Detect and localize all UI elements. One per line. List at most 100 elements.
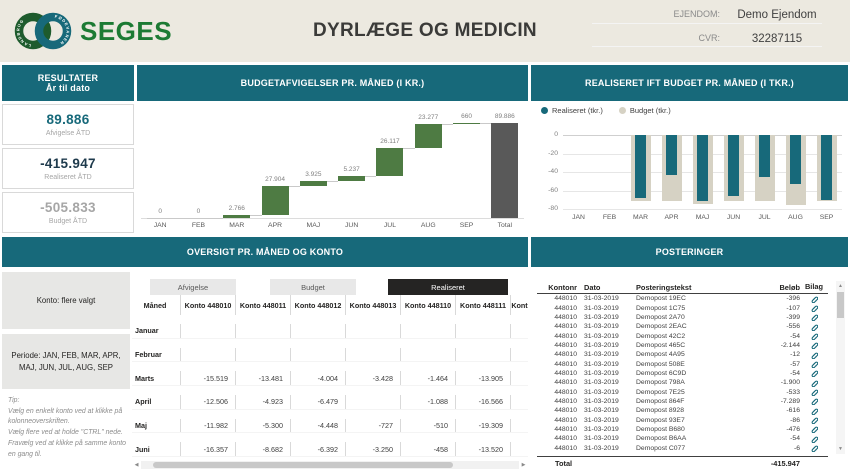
attachment-icon[interactable] xyxy=(800,416,828,425)
column-header[interactable]: Kont xyxy=(510,295,528,315)
bar-category-label: MAR xyxy=(632,214,649,221)
column-header[interactable]: Konto 448012 xyxy=(290,295,345,315)
waterfall-bar[interactable] xyxy=(453,123,481,124)
waterfall-bar[interactable] xyxy=(376,148,404,176)
konto-filter[interactable]: Konto: flere valgt xyxy=(2,272,130,329)
attachment-icon[interactable] xyxy=(800,341,828,350)
posting-kontonr: 448010 xyxy=(554,369,577,377)
column-header[interactable]: Dato xyxy=(584,282,601,292)
attachment-icon[interactable] xyxy=(800,435,828,444)
kpi-label-realiseret: Realiseret ÅTD xyxy=(44,174,92,181)
matrix-cell xyxy=(510,418,528,433)
attachment-icon[interactable] xyxy=(800,388,828,397)
posting-row: 448010 31-03-2019 Demopost C077 -6 xyxy=(537,444,828,453)
scrollbar-thumb[interactable] xyxy=(153,462,453,468)
attachment-icon[interactable] xyxy=(800,313,828,322)
attachment-icon[interactable] xyxy=(800,397,828,406)
table-row: April -12.506 -4.923 -6.479 -1.088 -16.566 xyxy=(132,395,528,410)
waterfall-category-label: SEP xyxy=(459,222,474,229)
waterfall-bar[interactable] xyxy=(338,175,366,182)
scroll-left-icon[interactable]: ◀ xyxy=(134,462,139,468)
tip-line-2: Vælg en enkelt konto ved at klikke på ko… xyxy=(8,407,123,426)
scrollbar-track[interactable] xyxy=(141,461,519,469)
logo-rings: LANDBRUG FØDEVARER xyxy=(14,12,72,50)
column-header[interactable]: Konto 448111 xyxy=(455,295,510,315)
tab-realiseret[interactable]: Realiseret xyxy=(388,279,508,295)
column-header[interactable]: Beløb xyxy=(779,282,800,292)
matrix-cell xyxy=(290,324,345,338)
waterfall-connector xyxy=(365,175,377,177)
matrix-cell: -4.923 xyxy=(235,395,290,409)
column-header[interactable]: Posteringstekst xyxy=(636,282,692,292)
attachment-icon[interactable] xyxy=(800,351,828,359)
waterfall-zero-bar xyxy=(184,218,212,219)
horizontal-scrollbar[interactable]: ◀ ▶ xyxy=(132,461,528,469)
posting-row: 448010 31-03-2019 Demopost 465C -2.144 xyxy=(537,341,828,350)
column-header[interactable]: Konto 448013 xyxy=(345,295,400,315)
column-header[interactable]: Konto 448011 xyxy=(235,295,290,315)
legend-item-realiseret[interactable]: Realiseret (tkr.) xyxy=(541,106,603,115)
realiseret-bar[interactable] xyxy=(821,135,832,200)
realiseret-bar[interactable] xyxy=(728,135,739,197)
posting-tekst: Demopost B680 xyxy=(636,425,685,433)
scroll-down-icon[interactable]: ▼ xyxy=(838,446,843,452)
attachment-icon[interactable] xyxy=(800,444,828,453)
waterfall-category-label: MAJ xyxy=(306,222,321,229)
attachment-icon[interactable] xyxy=(800,332,828,341)
realiseret-bar[interactable] xyxy=(790,135,801,185)
realiseret-bar[interactable] xyxy=(759,135,770,177)
kpi-value-budget: -505.833 xyxy=(40,200,96,215)
chart-legend: Realiseret (tkr.) Budget (tkr.) xyxy=(541,106,671,115)
waterfall-bar[interactable] xyxy=(261,185,289,216)
waterfall-bar[interactable] xyxy=(223,215,251,218)
tab-budget[interactable]: Budget xyxy=(270,279,356,295)
posting-dato: 31-03-2019 xyxy=(584,369,619,377)
vscrollbar-thumb[interactable] xyxy=(837,292,844,318)
realiseret-bar[interactable] xyxy=(666,135,677,175)
bar-category-label: MAJ xyxy=(695,214,710,221)
scroll-right-icon[interactable]: ▶ xyxy=(521,462,526,468)
waterfall-category-label: APR xyxy=(268,222,283,229)
attachment-icon[interactable] xyxy=(800,323,828,331)
posting-tekst: Demopost 42C2 xyxy=(636,332,686,340)
legend-item-budget[interactable]: Budget (tkr.) xyxy=(618,106,671,115)
column-header[interactable]: Kontonr xyxy=(548,282,577,292)
posting-tekst: Demopost B6AA xyxy=(636,435,687,443)
posting-belob: -616 xyxy=(786,407,800,415)
waterfall-data-label: 0 xyxy=(158,208,162,215)
realiseret-bar[interactable] xyxy=(635,135,646,198)
attachment-icon[interactable] xyxy=(800,369,828,378)
row-header: Januar xyxy=(135,326,159,336)
matrix-cell: -16.566 xyxy=(455,395,510,409)
waterfall-connector xyxy=(211,218,224,219)
waterfall-connector xyxy=(173,218,185,219)
waterfall-data-label: 5.237 xyxy=(343,165,360,173)
column-header[interactable]: Konto 448110 xyxy=(400,295,455,315)
posting-belob: -396 xyxy=(786,295,800,303)
attachment-icon[interactable] xyxy=(800,295,828,303)
attachment-icon[interactable] xyxy=(800,304,828,313)
tab-afvigelse[interactable]: Afvigelse xyxy=(150,279,236,295)
posteringer-total-row: Total -415.947 xyxy=(537,456,828,469)
waterfall-bar[interactable] xyxy=(299,181,327,186)
periode-filter[interactable]: Periode: JAN, FEB, MAR, APR, MAJ, JUN, J… xyxy=(2,334,130,389)
posting-belob: -54 xyxy=(790,435,800,443)
attachment-icon[interactable] xyxy=(800,379,828,388)
logo-ring-landbrug xyxy=(14,12,52,50)
table-row: Januar xyxy=(132,324,528,339)
ejendom-value: Demo Ejendom xyxy=(737,9,817,21)
matrix-cell: -727 xyxy=(345,418,400,433)
posting-dato: 31-03-2019 xyxy=(584,295,619,303)
bar-category-label: JUN xyxy=(726,214,741,221)
vertical-scrollbar[interactable]: ▲ ▼ xyxy=(836,281,845,454)
waterfall-bar[interactable] xyxy=(414,123,442,149)
waterfall-total-bar[interactable] xyxy=(491,123,519,218)
column-header[interactable]: Måned xyxy=(143,300,167,310)
attachment-icon[interactable] xyxy=(800,360,828,369)
column-header[interactable]: Konto 448010 xyxy=(180,295,235,315)
scroll-up-icon[interactable]: ▲ xyxy=(838,283,843,289)
realiseret-bar[interactable] xyxy=(697,135,708,201)
attachment-icon[interactable] xyxy=(800,425,828,434)
attachment-icon[interactable] xyxy=(800,407,828,416)
